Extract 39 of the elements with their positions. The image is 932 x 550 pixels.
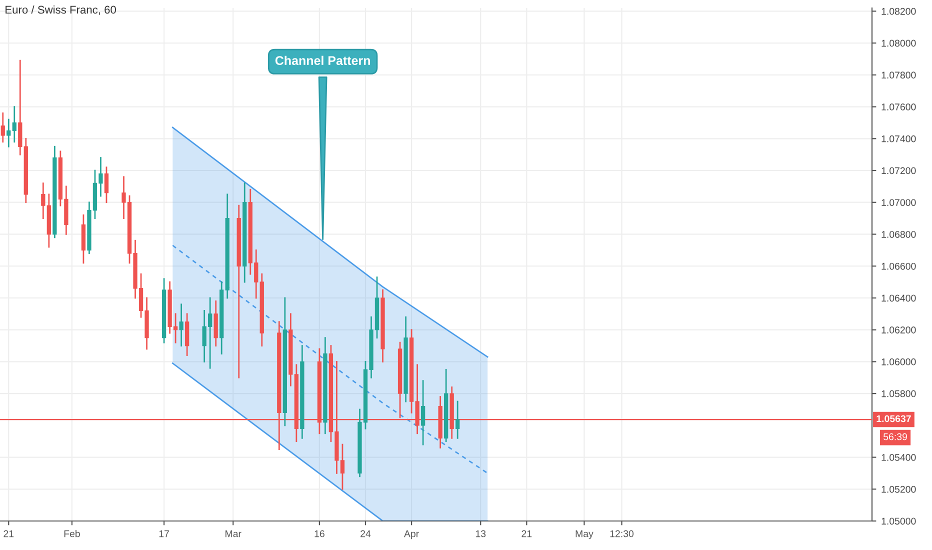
y-tick-label: 1.07800 xyxy=(882,72,916,79)
y-tick-label: 1.07000 xyxy=(882,199,916,206)
y-tick-label: 1.07600 xyxy=(882,104,916,110)
y-tick-label: 1.06800 xyxy=(882,230,916,238)
candlestick xyxy=(41,182,46,219)
y-tick-label: 1.05400 xyxy=(882,454,916,461)
candlestick xyxy=(12,106,16,143)
candlestick xyxy=(420,380,426,446)
candlestick xyxy=(18,60,22,156)
candlestick xyxy=(6,118,11,148)
x-tick-label: 12:30 xyxy=(610,530,634,538)
y-tick-label: 1.06600 xyxy=(882,262,916,270)
x-tick-label: 21 xyxy=(522,530,532,538)
y-tick-label: 1.05000 xyxy=(882,518,916,525)
x-tick-label: 13 xyxy=(476,530,486,538)
annotation: Channel Pattern xyxy=(275,56,370,65)
x-tick-label: 16 xyxy=(314,530,324,538)
x-tick-label: Feb xyxy=(64,530,80,538)
x-tick-label: May xyxy=(576,530,594,540)
y-tick-label: 1.08000 xyxy=(882,40,916,47)
candlestick xyxy=(456,400,460,439)
x-tick-label: Apr xyxy=(404,530,419,540)
y-tick-label: 1.05800 xyxy=(882,390,916,398)
text: 56:39 xyxy=(884,433,907,440)
y-tick-label: 1.06400 xyxy=(882,294,916,302)
y-tick-label: 1.06000 xyxy=(882,358,916,366)
x-tick-label: 21 xyxy=(4,530,14,538)
x-tick-label: 24 xyxy=(360,530,371,538)
y-tick-label: 1.07400 xyxy=(882,135,916,142)
y-tick-label: 1.05200 xyxy=(882,486,916,493)
candlestick xyxy=(104,166,109,204)
x-tick-label: 17 xyxy=(159,530,169,538)
x-tick-label: Mar xyxy=(226,530,242,538)
candlestick xyxy=(0,112,5,143)
chart-title: Euro / Swiss Franc, 60 xyxy=(6,6,116,15)
y-tick-label: 1.08200 xyxy=(882,8,916,15)
y-tick-label: 1.06200 xyxy=(882,326,916,334)
ref-line-label: 1.05637 xyxy=(876,415,911,422)
y-tick-label: 1.07200 xyxy=(882,167,916,174)
